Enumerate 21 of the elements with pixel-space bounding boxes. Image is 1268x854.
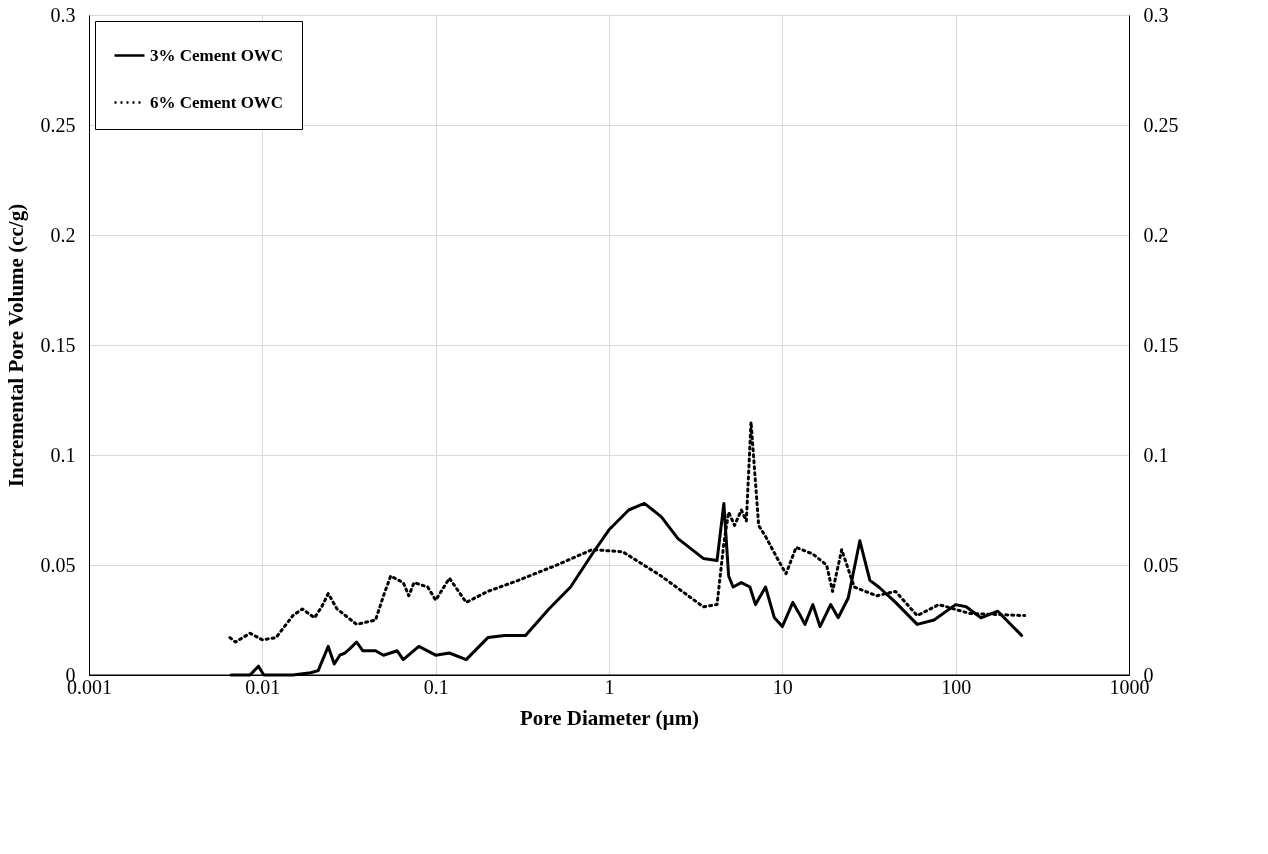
x-axis-title: Pore Diameter (µm) xyxy=(519,705,700,730)
x-tick-label: 100 xyxy=(941,675,972,698)
y2-tick-label: 0.15 xyxy=(1143,333,1179,356)
y-tick-label: 0.3 xyxy=(50,3,76,26)
x-tick-label: 10 xyxy=(772,675,793,698)
y2-tick-label: 0.05 xyxy=(1143,553,1179,576)
y2-tick-label: 0.25 xyxy=(1143,113,1179,136)
legend-label: 3% Cement OWC xyxy=(150,45,284,65)
y2-tick-label: 0.2 xyxy=(1143,223,1169,246)
y-axis-title: Incremental Pore Volume (cc/g) xyxy=(3,203,28,488)
legend-label: 6% Cement OWC xyxy=(150,92,284,112)
x-tick-label: 0.01 xyxy=(245,675,281,698)
y-tick-label: 0.1 xyxy=(50,443,76,466)
y-tick-label: 0.25 xyxy=(40,113,76,136)
y2-tick-label: 0.1 xyxy=(1143,443,1169,466)
x-tick-label: 0.1 xyxy=(423,675,449,698)
y-tick-label: 0.15 xyxy=(40,333,76,356)
x-tick-label: 1 xyxy=(604,675,615,698)
y2-tick-label: 0.3 xyxy=(1143,3,1169,26)
y-tick-label: 0.2 xyxy=(50,223,76,246)
y-tick-label: 0.05 xyxy=(40,553,76,576)
